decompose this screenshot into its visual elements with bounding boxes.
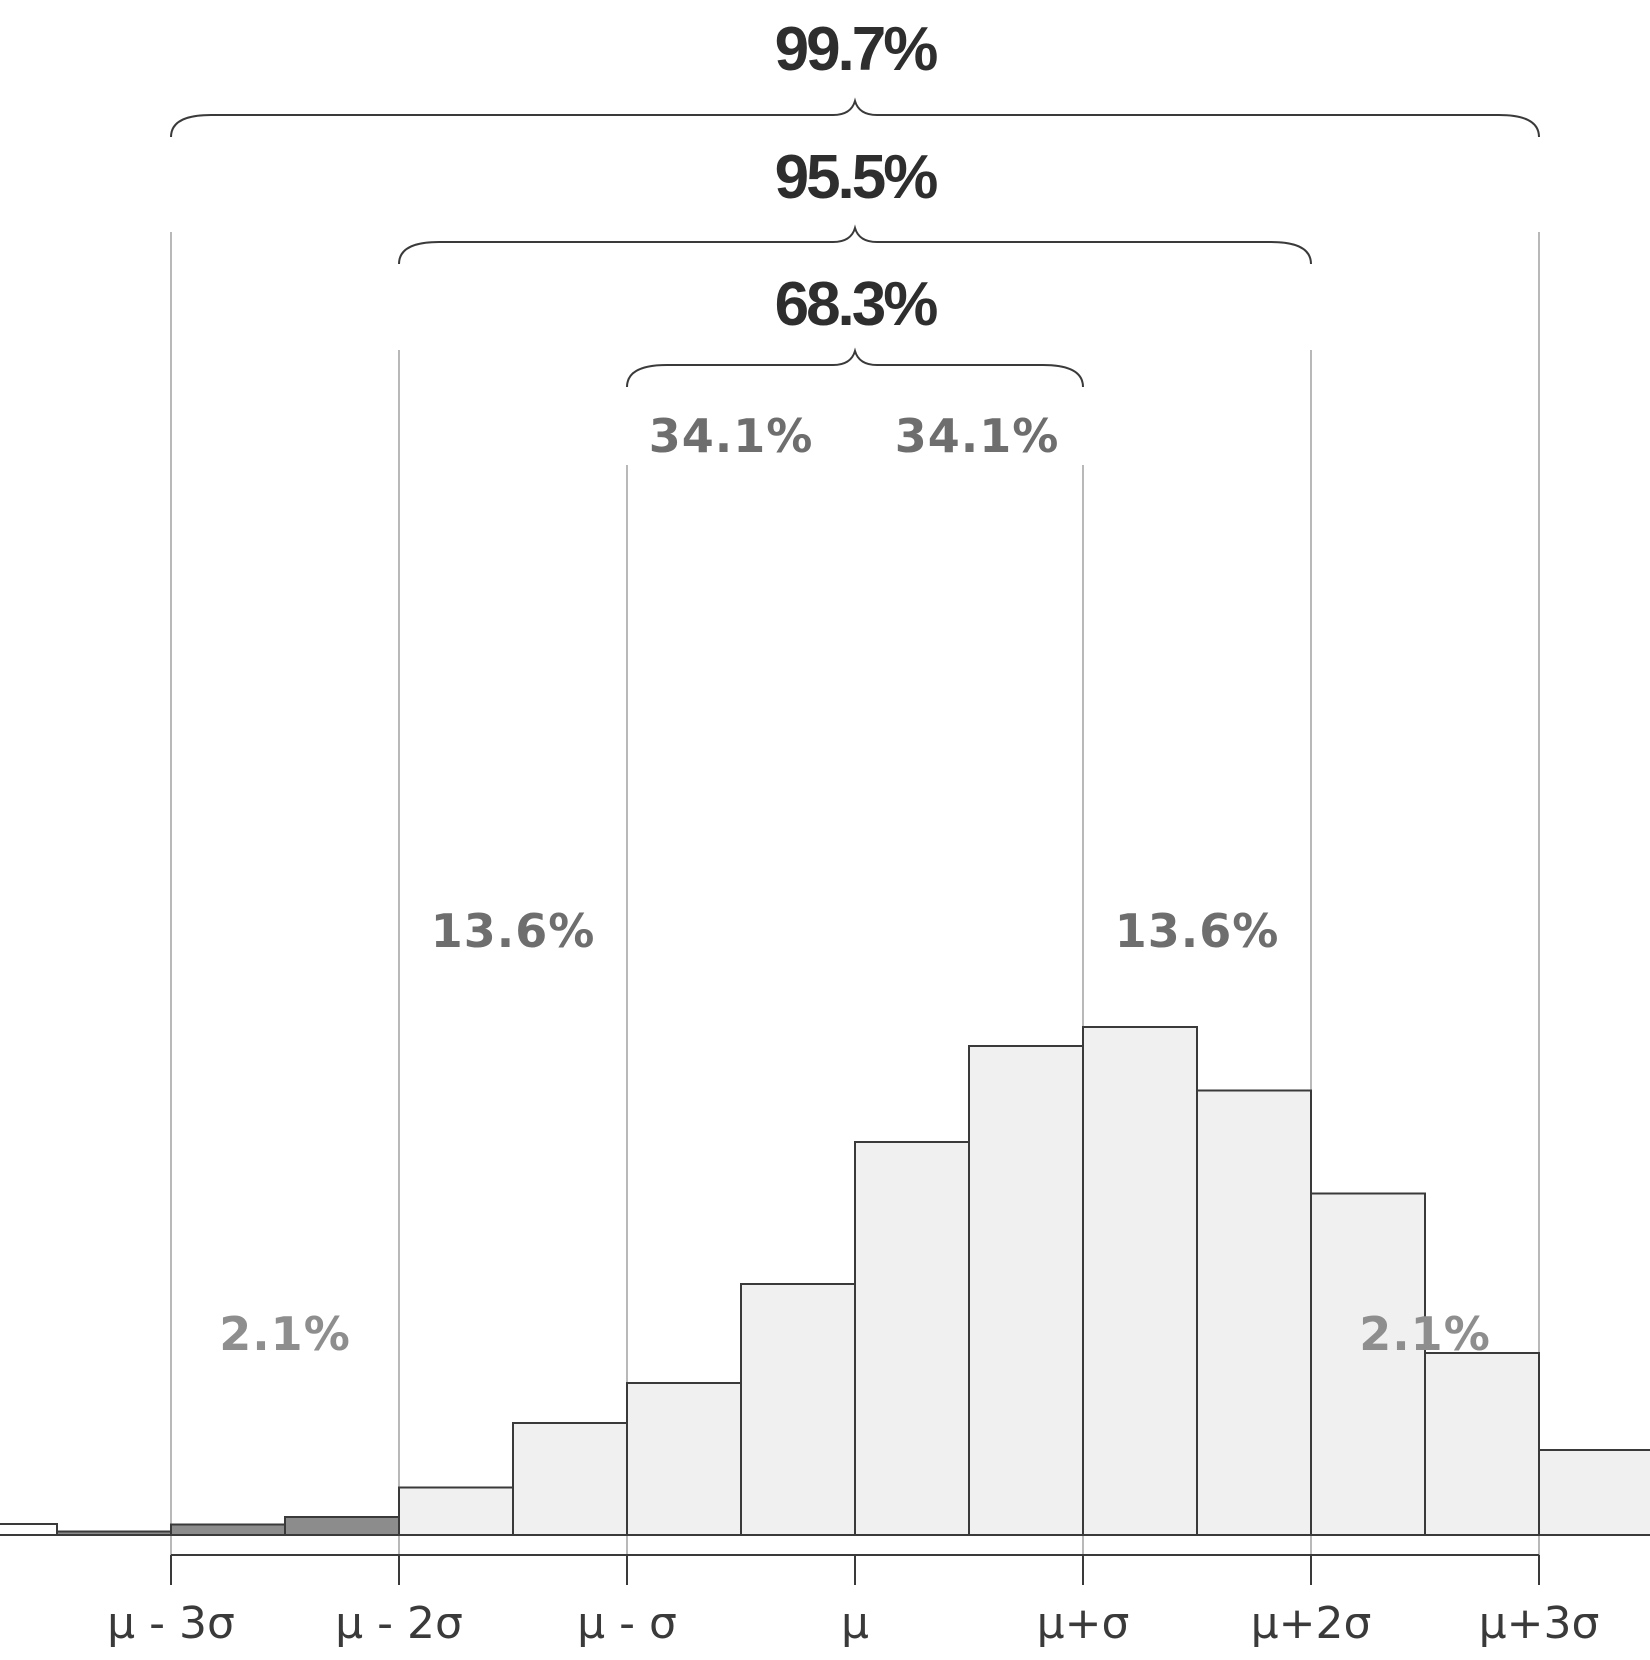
region-label-0: 34.1% bbox=[649, 409, 814, 463]
histogram-bar-5 bbox=[399, 1488, 513, 1536]
x-axis: μ - 3σ μ - 2σ μ - σ μ μ+σ μ+2σ μ+3σ bbox=[107, 1555, 1599, 1649]
brace-2 bbox=[627, 351, 1083, 387]
x-tick-label-4: μ+σ bbox=[1037, 1598, 1130, 1649]
histogram-bar-14 bbox=[1425, 1353, 1539, 1535]
region-label-1: 34.1% bbox=[895, 409, 1060, 463]
brace-1 bbox=[399, 228, 1311, 264]
histogram-bar-11 bbox=[1083, 1027, 1197, 1535]
x-tick-label-5: μ+2σ bbox=[1251, 1598, 1372, 1649]
histogram-bar-4 bbox=[285, 1517, 399, 1535]
brace-0 bbox=[171, 101, 1539, 137]
region-label-2: 13.6% bbox=[431, 904, 596, 958]
brace-label-2: 68.3% bbox=[775, 270, 938, 339]
brace-label-1: 95.5% bbox=[775, 143, 938, 212]
histogram-bar-13 bbox=[1311, 1194, 1425, 1536]
histogram-bar-9 bbox=[855, 1142, 969, 1535]
x-tick-label-2: μ - σ bbox=[577, 1598, 677, 1649]
histogram-bar-8 bbox=[741, 1284, 855, 1535]
x-tick-label-1: μ - 2σ bbox=[335, 1598, 463, 1649]
region-label-4: 2.1% bbox=[219, 1307, 351, 1361]
region-label-3: 13.6% bbox=[1115, 904, 1280, 958]
histogram-bar-3 bbox=[171, 1525, 285, 1536]
histogram-bars bbox=[0, 1027, 1650, 1535]
brace-label-0: 99.7% bbox=[775, 15, 938, 84]
x-tick-label-6: μ+3σ bbox=[1479, 1598, 1600, 1649]
region-label-5: 2.1% bbox=[1359, 1307, 1491, 1361]
x-tick-label-0: μ - 3σ bbox=[107, 1598, 235, 1649]
histogram-bar-1 bbox=[0, 1524, 57, 1535]
x-tick-label-3: μ bbox=[841, 1598, 869, 1649]
brace-layer: 99.7% 95.5% 68.3% bbox=[171, 15, 1539, 387]
histogram-bar-6 bbox=[513, 1423, 627, 1535]
histogram-bar-7 bbox=[627, 1383, 741, 1535]
histogram-bar-15 bbox=[1539, 1450, 1650, 1535]
histogram-bar-10 bbox=[969, 1046, 1083, 1535]
histogram-bar-2 bbox=[57, 1532, 171, 1536]
histogram-bar-12 bbox=[1197, 1091, 1311, 1536]
